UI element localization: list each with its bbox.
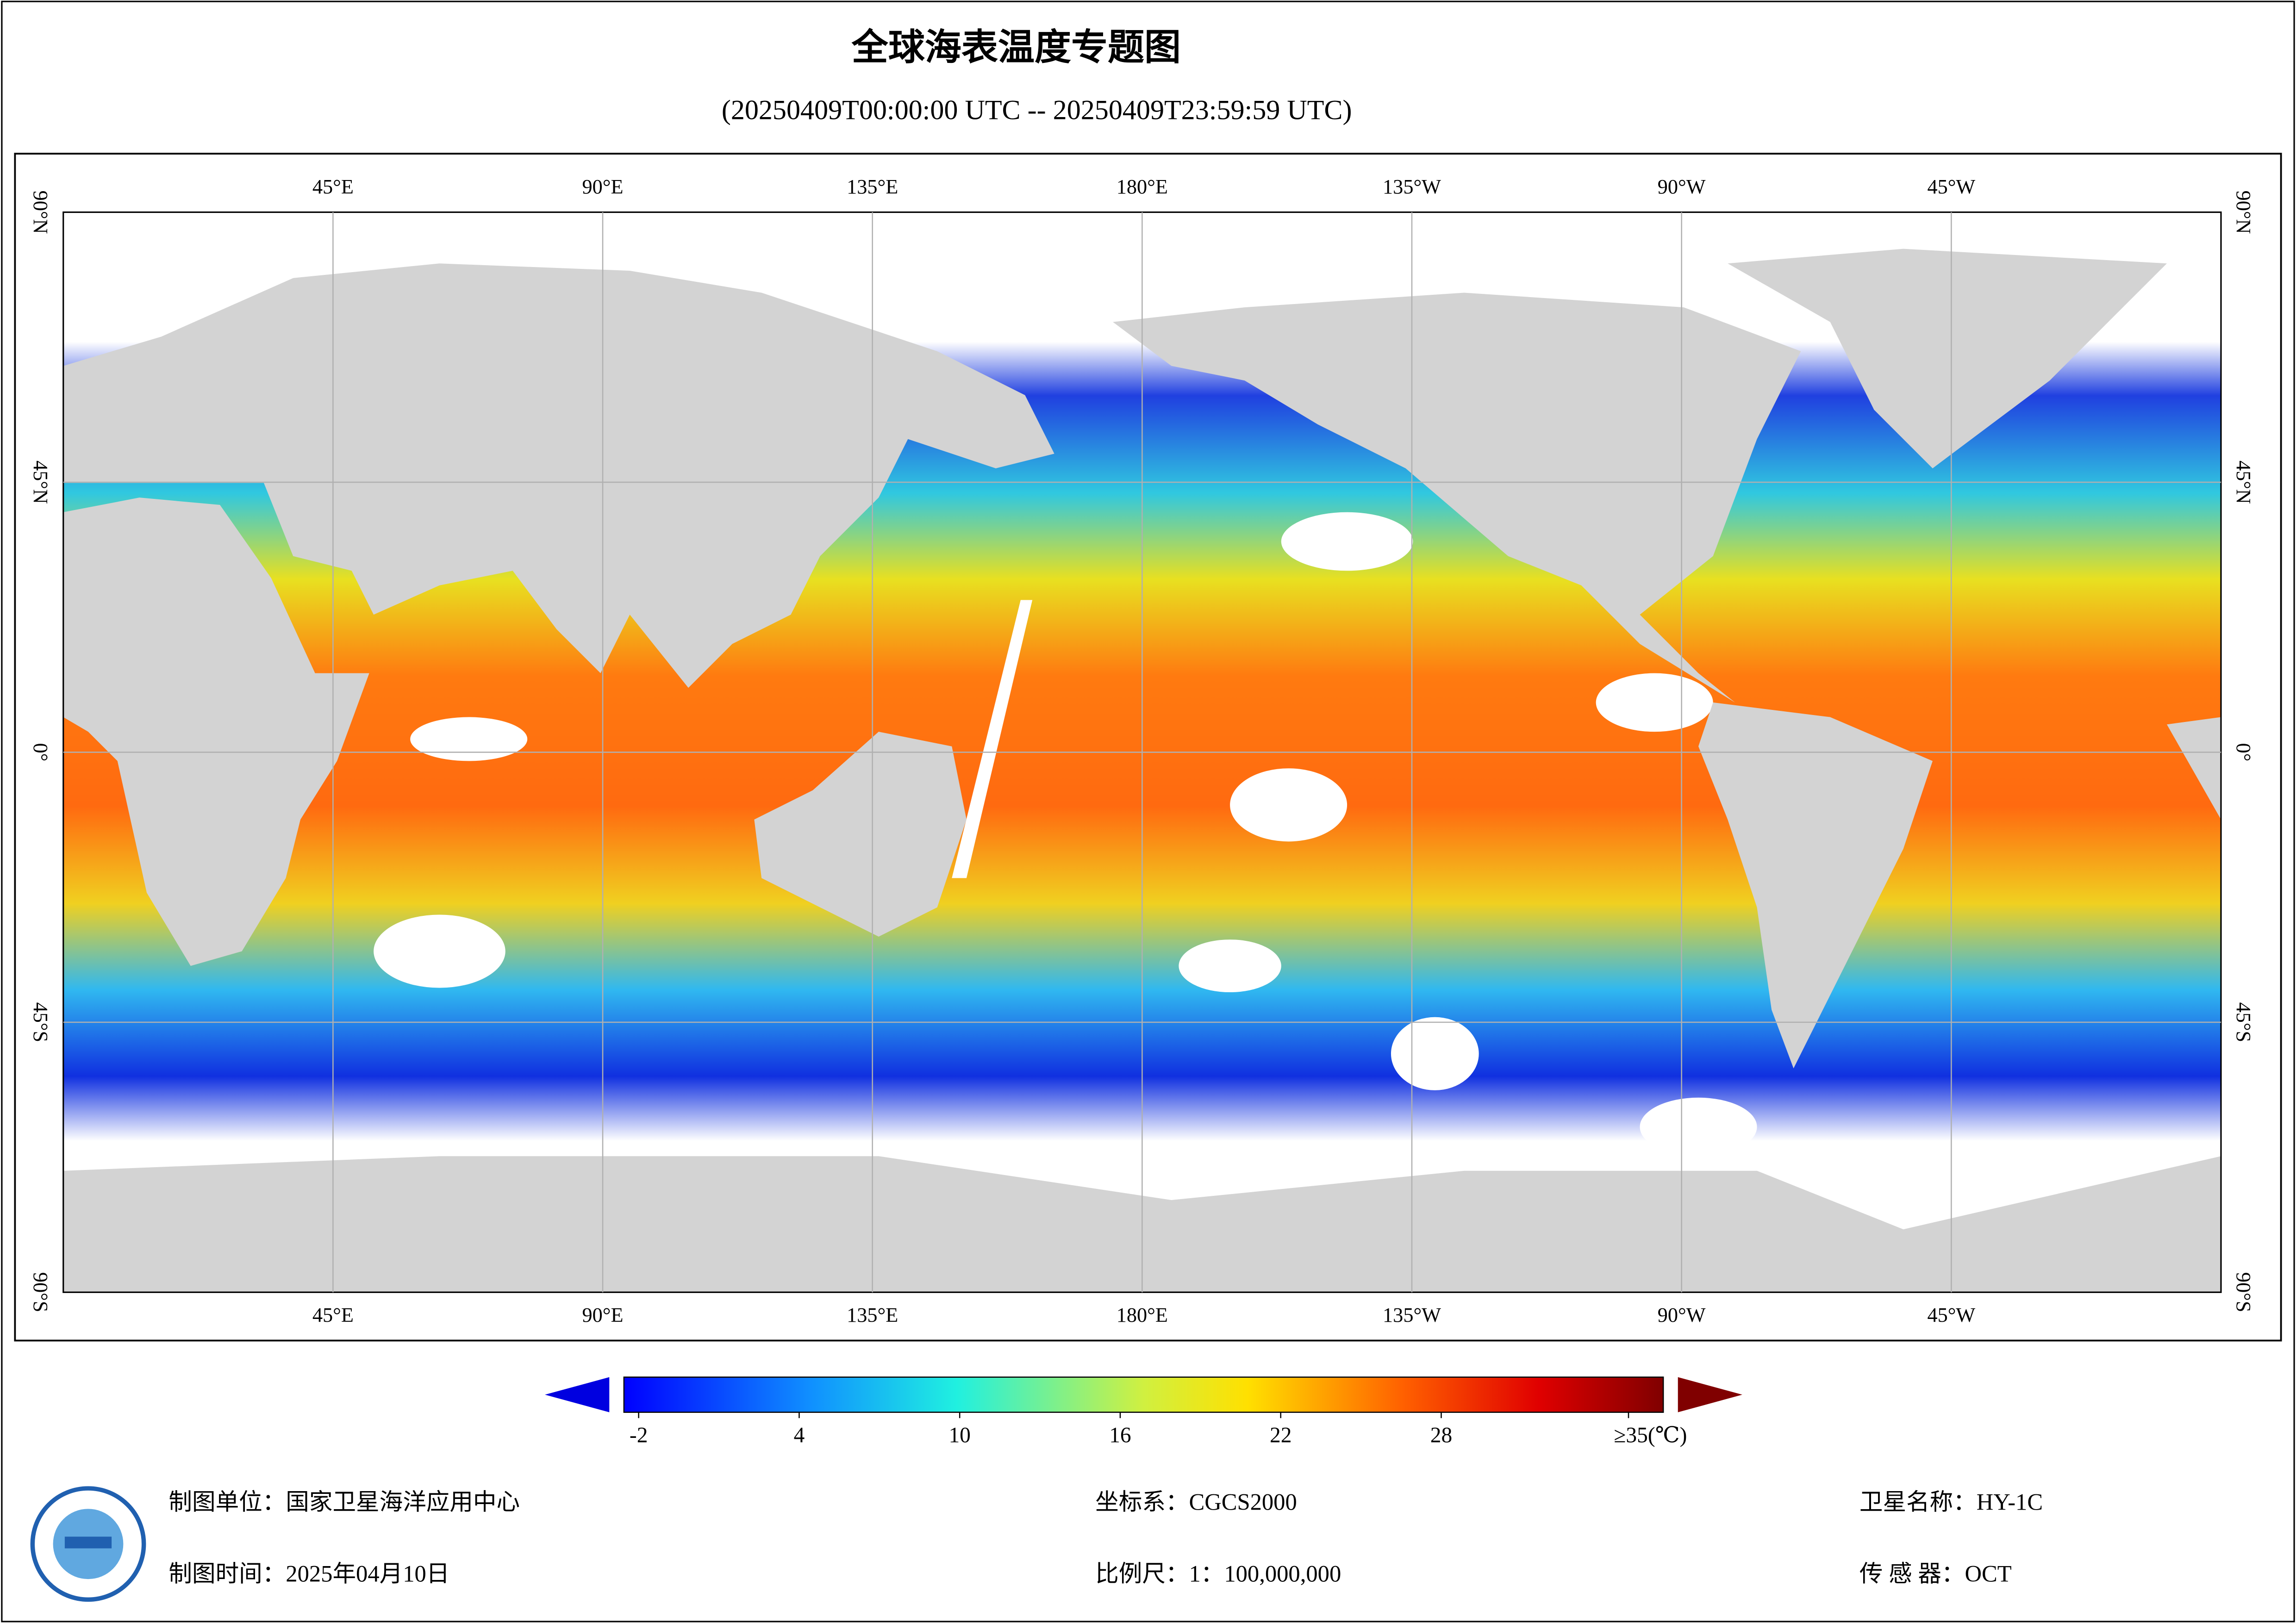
title: 全球海表温度专题图	[851, 26, 1181, 68]
lon-label: 180°E	[1117, 175, 1168, 198]
footer-scale: 比例尺：1：100,000,000	[1095, 1561, 1341, 1586]
lon-label: 90°E	[582, 1304, 624, 1326]
lon-label: 135°E	[847, 1304, 898, 1326]
lat-label: 90°S	[29, 1272, 52, 1312]
lat-label: 45°N	[2232, 460, 2255, 504]
lon-label: 45°W	[1927, 1304, 1975, 1326]
map	[62, 211, 2222, 1293]
colorbar-tick-label: 28	[1430, 1423, 1452, 1447]
colorbar-tick-label: ≥35(℃)	[1614, 1423, 1687, 1447]
colorbar	[623, 1376, 1664, 1413]
lon-label: 180°E	[1117, 1304, 1168, 1326]
colorbar-tick-label: 4	[794, 1423, 805, 1447]
lon-label: 45°W	[1927, 175, 1975, 198]
colorbar-high-arrow	[1678, 1377, 1742, 1412]
colorbar-tick-label: 10	[948, 1423, 970, 1447]
subtitle: (20250409T00:00:00 UTC -- 20250409T23:59…	[722, 94, 1352, 125]
lon-label: 135°W	[1383, 1304, 1441, 1326]
colorbar-tick-label: 22	[1270, 1423, 1292, 1447]
lat-label: 0°	[29, 743, 52, 762]
lon-label: 135°E	[847, 175, 898, 198]
footer-satellite: 卫星名称：HY-1C	[1859, 1489, 2043, 1515]
lon-label: 45°E	[312, 1304, 354, 1326]
footer-sensor: 传 感 器：OCT	[1859, 1561, 2012, 1586]
lat-label: 90°N	[29, 191, 52, 234]
cloud-gaps	[374, 512, 1757, 1157]
footer-time: 制图时间：2025年04月10日	[168, 1561, 449, 1586]
lat-label: 45°N	[29, 460, 52, 504]
lon-label: 45°E	[312, 175, 354, 198]
lat-label: 45°S	[2232, 1002, 2255, 1043]
map-frame	[14, 153, 2282, 1342]
lat-label: 90°S	[2232, 1272, 2255, 1312]
colorbar-low-arrow	[545, 1377, 610, 1412]
lon-label: 90°W	[1658, 1304, 1706, 1326]
footer-crs: 坐标系：CGCS2000	[1095, 1489, 1297, 1515]
lat-label: 0°	[2232, 743, 2255, 762]
footer-unit: 制图单位：国家卫星海洋应用中心	[168, 1489, 520, 1515]
colorbar-tick-label: -2	[630, 1423, 648, 1447]
lat-label: 45°S	[29, 1002, 52, 1043]
lat-label: 90°N	[2232, 191, 2255, 234]
logo	[30, 1486, 146, 1602]
lon-label: 90°W	[1658, 175, 1706, 198]
colorbar-tick-label: 16	[1109, 1423, 1131, 1447]
lon-label: 90°E	[582, 175, 624, 198]
lon-label: 135°W	[1383, 175, 1441, 198]
